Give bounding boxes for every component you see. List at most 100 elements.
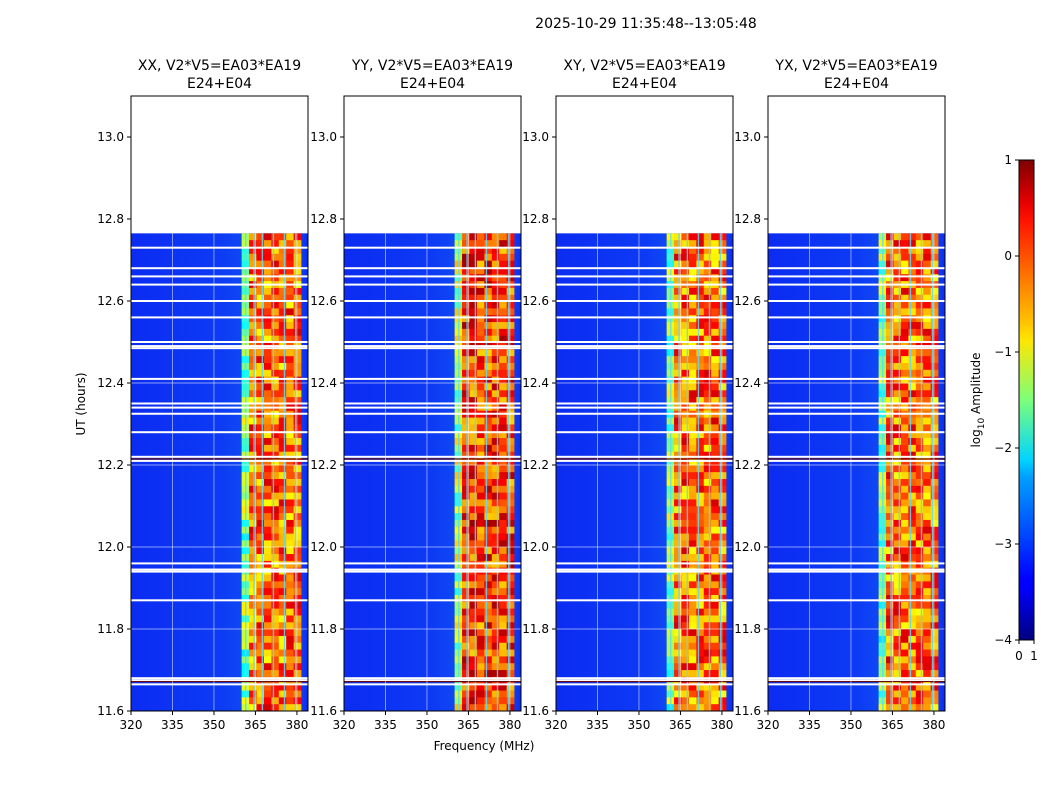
signal-cell: [908, 458, 917, 466]
signal-cell: [506, 492, 515, 500]
signal-cell: [718, 438, 727, 446]
signal-cell: [915, 629, 924, 637]
signal-cell: [703, 547, 712, 555]
signal-cell: [271, 472, 280, 480]
signal-cell: [930, 581, 939, 589]
signal-cell: [681, 376, 690, 384]
signal-cell: [674, 554, 682, 562]
signal-cell: [703, 479, 712, 487]
signal-cell: [681, 513, 690, 521]
signal-cell: [286, 492, 294, 500]
signal-cell: [476, 294, 485, 302]
signal-cell: [893, 301, 902, 309]
signal-cell: [469, 397, 478, 405]
signal-cell: [476, 383, 485, 391]
signal-cell: [915, 601, 924, 609]
signal-cell: [681, 683, 690, 691]
signal-cell: [484, 335, 493, 343]
signal-cell: [278, 472, 287, 480]
signal-cell: [711, 294, 719, 302]
y-tick-label: 12.8: [310, 212, 337, 226]
signal-cell: [900, 233, 909, 241]
signal-cell: [900, 485, 909, 493]
signal-cell: [696, 506, 705, 514]
signal-cell: [893, 458, 902, 466]
signal-cell: [711, 574, 719, 582]
signal-cell: [256, 397, 265, 405]
signal-cell: [711, 690, 719, 698]
signal-cell: [688, 574, 697, 582]
signal-cell: [256, 349, 265, 357]
signal-cell: [703, 431, 712, 439]
y-tick-label: 12.8: [522, 212, 549, 226]
signal-cell: [293, 444, 302, 452]
signal-cell: [681, 240, 690, 248]
signal-cell: [711, 274, 719, 282]
signal-cell: [696, 595, 705, 603]
signal-cell: [923, 335, 931, 343]
signal-cell: [469, 513, 478, 521]
signal-cell: [499, 253, 507, 261]
signal-cell: [674, 581, 682, 589]
y-tick-label: 11.6: [734, 704, 761, 718]
signal-cell: [491, 390, 500, 398]
signal-cell: [278, 356, 287, 364]
signal-cell: [886, 622, 894, 630]
signal-cell: [256, 444, 265, 452]
signal-cell: [674, 704, 682, 712]
signal-cell: [886, 356, 894, 364]
signal-cell: [286, 526, 294, 534]
signal-cell: [923, 369, 931, 377]
signal-cell: [484, 683, 493, 691]
signal-cell: [908, 526, 917, 534]
signal-cell: [688, 629, 697, 637]
signal-cell: [506, 397, 515, 405]
signal-cell: [930, 492, 939, 500]
axes-frame: [130, 95, 309, 712]
signal-cell: [462, 519, 470, 528]
signal-cell: [499, 301, 507, 309]
signal-cell: [271, 581, 280, 589]
x-tick-label: 350: [840, 718, 863, 732]
signal-cell: [886, 479, 894, 487]
signal-cell: [286, 635, 294, 644]
signal-cell: [923, 308, 931, 316]
signal-cell: [674, 260, 682, 268]
signal-cell: [491, 533, 500, 541]
signal-cell: [506, 704, 515, 712]
signal-cell: [491, 629, 500, 637]
signal-cell: [696, 479, 705, 487]
signal-cell: [930, 233, 939, 241]
gap-row: [131, 599, 308, 602]
signal-cell: [469, 629, 478, 637]
signal-cell: [930, 663, 939, 671]
signal-cell: [703, 697, 712, 705]
y-tick-label: 12.2: [310, 458, 337, 472]
signal-cell: [491, 601, 500, 609]
signal-cell: [469, 260, 478, 268]
signal-cell: [908, 301, 917, 309]
y-tick-label: 11.8: [734, 622, 761, 636]
signal-cell: [484, 308, 493, 316]
signal-cell: [263, 560, 272, 568]
signal-cell: [249, 301, 257, 309]
signal-cell: [711, 649, 719, 657]
signal-cell: [462, 629, 470, 637]
signal-cell: [908, 438, 917, 446]
signal-cell: [930, 363, 939, 371]
signal-cell: [688, 356, 697, 364]
signal-cell: [711, 485, 719, 493]
signal-cell: [469, 615, 478, 623]
signal-cell: [893, 622, 902, 630]
signal-cell: [271, 704, 280, 712]
signal-cell: [900, 540, 909, 548]
signal-cell: [271, 308, 280, 316]
signal-cell: [674, 444, 682, 452]
signal-cell: [476, 253, 485, 261]
gap-row: [131, 377, 308, 380]
signal-cell: [923, 240, 931, 248]
signal-cell: [499, 554, 507, 562]
signal-cell: [286, 656, 294, 664]
signal-cell: [263, 601, 272, 609]
signal-cell: [484, 424, 493, 432]
